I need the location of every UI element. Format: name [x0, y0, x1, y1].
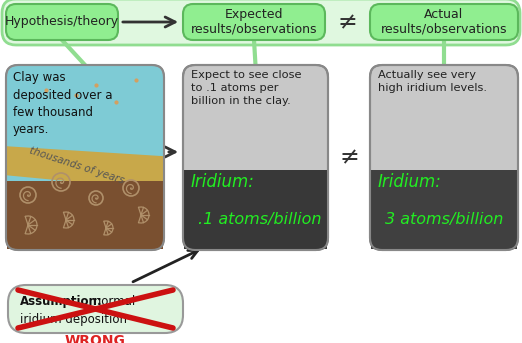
FancyBboxPatch shape	[183, 4, 325, 40]
FancyBboxPatch shape	[370, 65, 518, 250]
Text: Actually see very
high iridium levels.: Actually see very high iridium levels.	[378, 70, 487, 93]
FancyBboxPatch shape	[6, 4, 118, 40]
FancyBboxPatch shape	[2, 0, 520, 45]
Text: Clay was
deposited over a
few thousand
years.: Clay was deposited over a few thousand y…	[13, 71, 113, 137]
Bar	[184, 170, 327, 249]
Polygon shape	[6, 146, 164, 190]
Text: Iridium:: Iridium:	[191, 174, 255, 191]
Text: Actual
results/observations: Actual results/observations	[381, 8, 507, 36]
Text: 3 atoms/billion: 3 atoms/billion	[385, 212, 503, 227]
Text: normal: normal	[90, 295, 135, 308]
Text: Hypothesis/theory: Hypothesis/theory	[5, 15, 119, 28]
Text: WRONG: WRONG	[65, 334, 126, 343]
Text: Iridium:: Iridium:	[378, 174, 442, 191]
Text: Expected
results/observations: Expected results/observations	[191, 8, 317, 36]
Bar	[371, 170, 517, 249]
Text: Assumption:: Assumption:	[20, 295, 103, 308]
FancyBboxPatch shape	[6, 65, 164, 250]
Text: thousands of years: thousands of years	[28, 146, 126, 186]
FancyBboxPatch shape	[370, 4, 518, 40]
Text: .1 atoms/billion: .1 atoms/billion	[198, 212, 322, 227]
FancyBboxPatch shape	[183, 65, 328, 250]
Text: Expect to see close
to .1 atoms per
billion in the clay.: Expect to see close to .1 atoms per bill…	[191, 70, 302, 106]
Text: ≠: ≠	[339, 145, 359, 169]
Text: ≠: ≠	[338, 10, 358, 34]
Text: iridium deposition: iridium deposition	[20, 313, 127, 326]
Bar	[7, 180, 163, 249]
FancyBboxPatch shape	[8, 285, 183, 333]
